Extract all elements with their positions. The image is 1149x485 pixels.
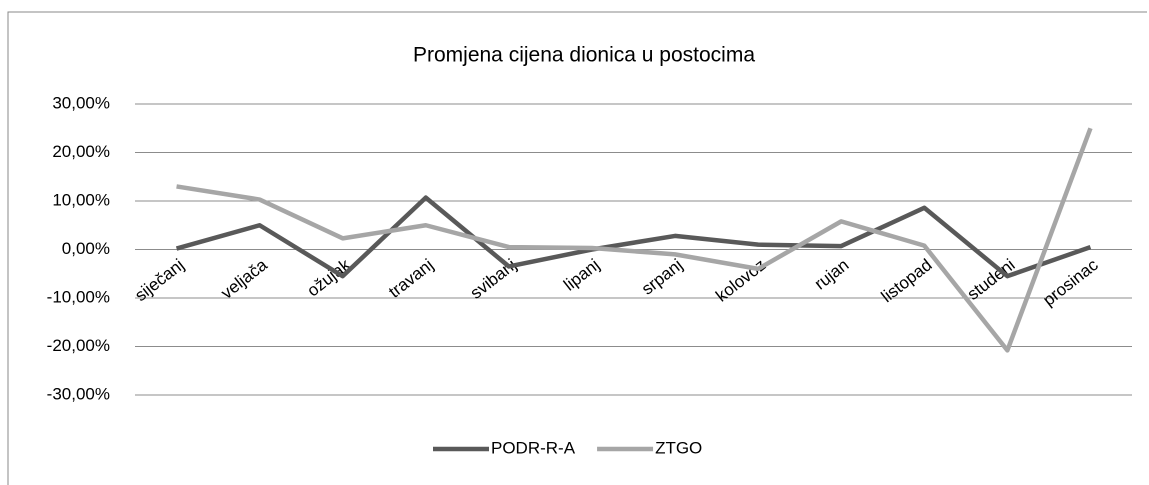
x-tick-label: travanj [385, 255, 437, 301]
y-tick-label: 30,00% [52, 93, 110, 112]
x-tick-label: veljača [217, 255, 271, 303]
y-tick-label: -10,00% [47, 287, 110, 306]
series-line [175, 195, 1092, 279]
y-tick-label: 20,00% [52, 142, 110, 161]
y-tick-label: 0,00% [62, 239, 110, 258]
x-tick-label: ožujak [304, 255, 355, 301]
x-tick-label: listopad [878, 255, 936, 306]
y-tick-label: -20,00% [47, 336, 110, 355]
x-tick-label: rujan [811, 255, 852, 293]
legend-label: PODR-R-A [491, 438, 576, 457]
x-tick-label: svibanj [467, 255, 520, 303]
series-line [176, 127, 1093, 353]
x-tick-label: srpanj [638, 255, 686, 298]
y-tick-label: -30,00% [47, 384, 110, 403]
chart-border [7, 11, 1147, 485]
legend-label: ZTGO [655, 438, 702, 457]
y-tick-label: 10,00% [52, 190, 110, 209]
x-tick-label: lipanj [560, 255, 603, 294]
chart-title: Promjena cijena dionica u postocima [413, 44, 755, 67]
